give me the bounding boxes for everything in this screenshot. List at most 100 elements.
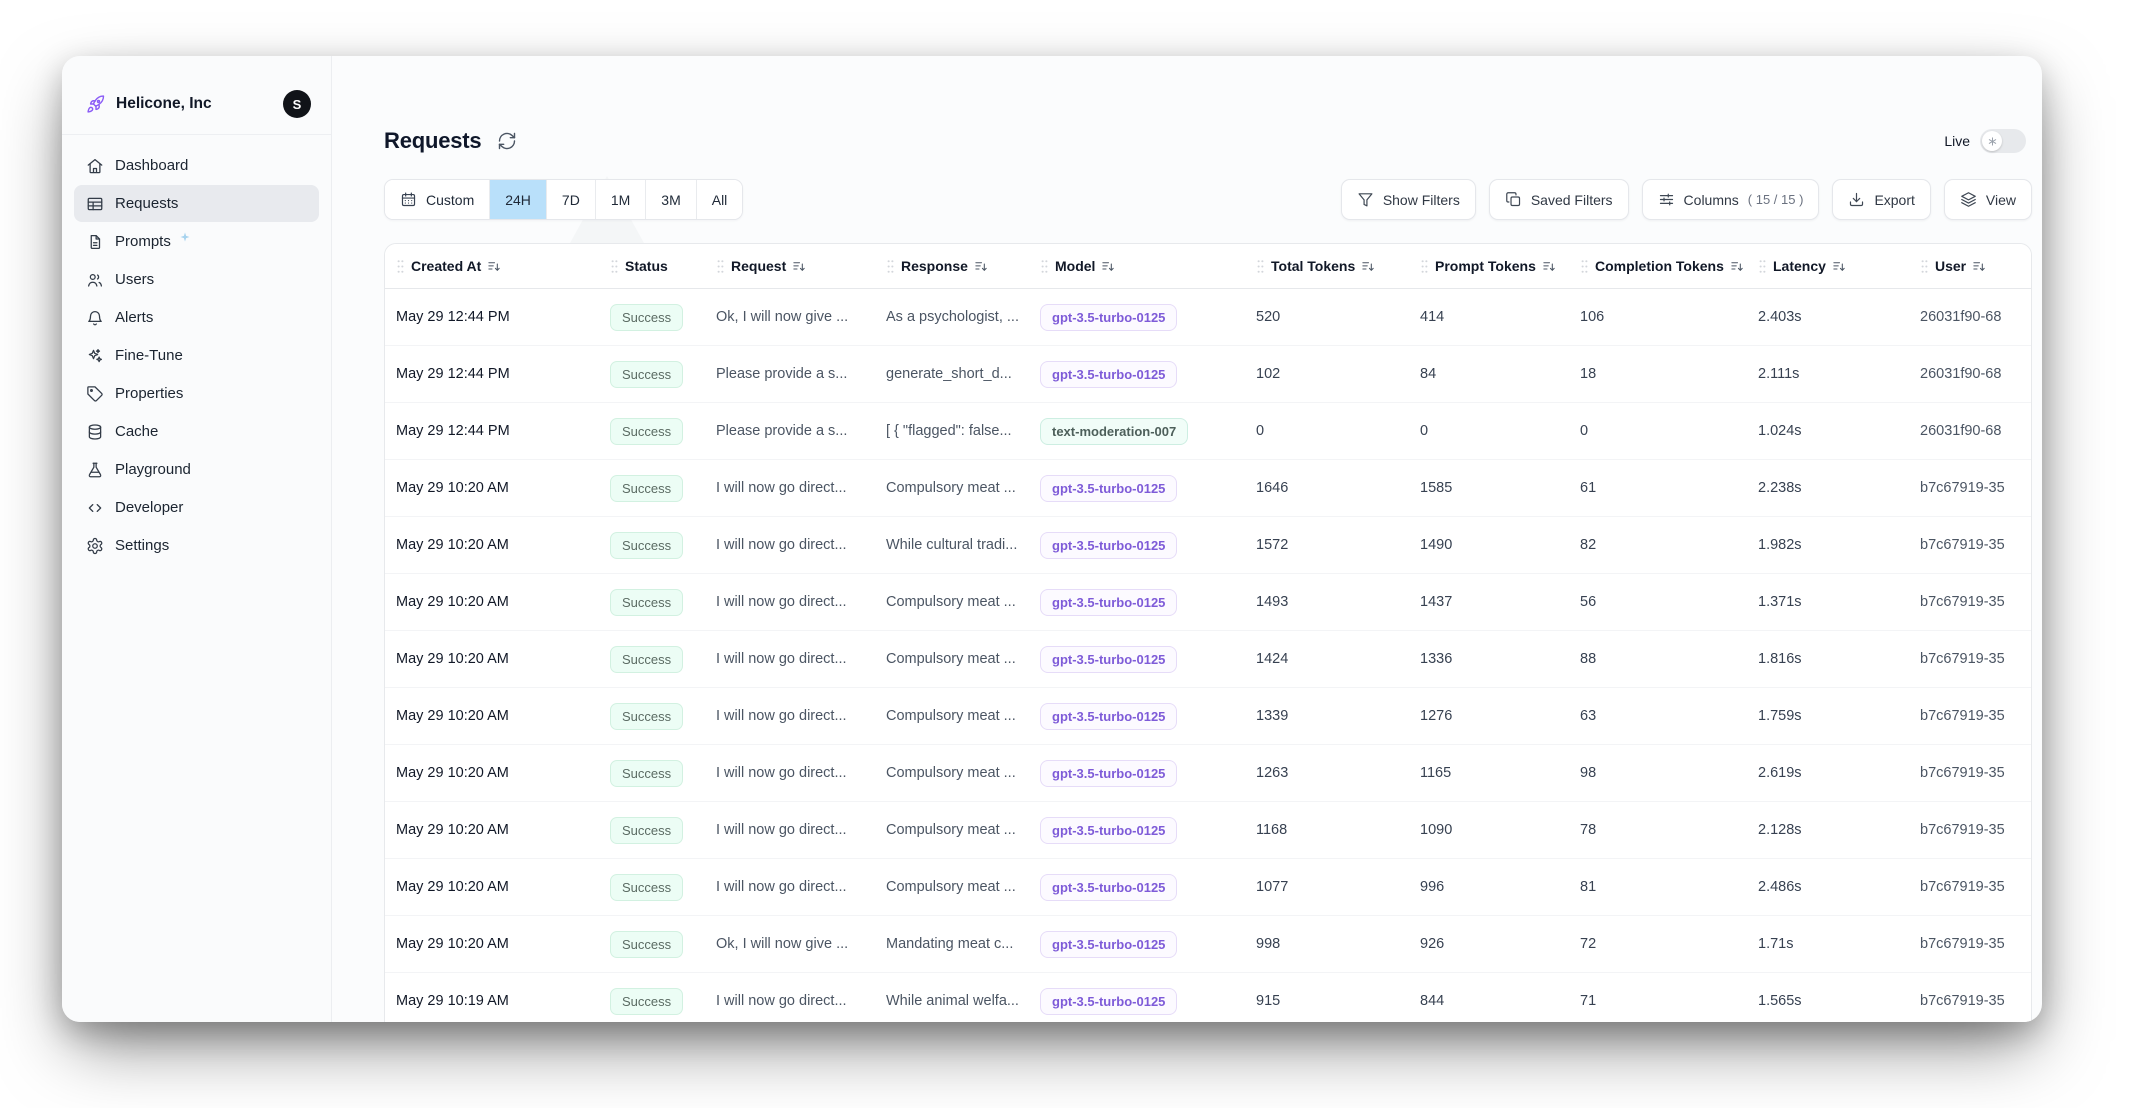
cell-prompt_tokens: 414 <box>1409 309 1569 325</box>
table-row[interactable]: May 29 10:20 AMSuccessI will now go dire… <box>385 859 2031 916</box>
cell-status: Success <box>599 874 705 901</box>
column-header-response[interactable]: Response <box>875 258 1029 274</box>
status-badge: Success <box>610 931 683 958</box>
cell-response: Compulsory meat ... <box>875 879 1029 895</box>
cell-user: b7c67919-35 <box>1909 708 2032 724</box>
cell-response: [ { "flagged": false... <box>875 423 1029 439</box>
column-header-label: Completion Tokens <box>1595 258 1724 274</box>
table-row[interactable]: May 29 10:20 AMSuccessI will now go dire… <box>385 517 2031 574</box>
columns-button[interactable]: Columns( 15 / 15 ) <box>1642 179 1820 220</box>
cell-completion_tokens: 71 <box>1569 993 1747 1009</box>
time-filter-label: 1M <box>611 192 630 208</box>
cell-total_tokens: 520 <box>1245 309 1409 325</box>
column-header-prompt-tokens[interactable]: Prompt Tokens <box>1409 258 1569 274</box>
cell-request: Ok, I will now give ... <box>705 936 875 952</box>
cell-latency: 2.128s <box>1747 822 1909 838</box>
table-row[interactable]: May 29 10:20 AM Success Ok, I will now giv… <box>385 916 2031 973</box>
beaker-icon <box>86 461 104 479</box>
cell-request: I will now go direct... <box>705 480 875 496</box>
view-button[interactable]: View <box>1944 179 2032 220</box>
table-row[interactable]: May 29 10:20 AMSuccessI will now go dire… <box>385 460 2031 517</box>
sidebar-item-alerts[interactable]: Alerts <box>74 299 319 336</box>
show-filters-button[interactable]: Show Filters <box>1341 179 1476 220</box>
drag-icon <box>716 259 725 274</box>
table-row[interactable]: May 29 12:44 PMSuccessOk, I will now giv… <box>385 289 2031 346</box>
cell-model: gpt-3.5-turbo-0125 <box>1029 589 1245 616</box>
sidebar-item-dashboard[interactable]: Dashboard <box>74 147 319 184</box>
sidebar-item-playground[interactable]: Playground <box>74 451 319 488</box>
saved-filters-button[interactable]: Saved Filters <box>1489 179 1629 220</box>
avatar[interactable]: S <box>283 90 311 118</box>
sidebar-item-label: Cache <box>115 423 158 440</box>
column-header-created-at[interactable]: Created At <box>385 258 599 274</box>
sidebar-item-developer[interactable]: Developer <box>74 489 319 526</box>
column-header-status[interactable]: Status <box>599 258 705 274</box>
column-header-model[interactable]: Model <box>1029 258 1245 274</box>
cell-created_at: May 29 10:20 AM <box>385 936 599 952</box>
drag-icon <box>886 259 895 274</box>
sidebar: Helicone, Inc S DashboardRequestsPrompts… <box>62 56 332 1022</box>
org-switcher[interactable]: Helicone, Inc S <box>62 56 331 134</box>
model-badge: gpt-3.5-turbo-0125 <box>1040 874 1177 901</box>
page-header: Requests Live <box>384 124 2032 158</box>
sidebar-item-cache[interactable]: Cache <box>74 413 319 450</box>
column-header-user[interactable]: User <box>1909 258 2032 274</box>
column-header-latency[interactable]: Latency <box>1747 258 1909 274</box>
cell-response: Compulsory meat ... <box>875 594 1029 610</box>
status-badge: Success <box>610 988 683 1015</box>
table-row[interactable]: May 29 10:20 AMSuccessI will now go dire… <box>385 574 2031 631</box>
sidebar-item-properties[interactable]: Properties <box>74 375 319 412</box>
time-filter-all[interactable]: All <box>697 180 743 219</box>
live-toggle[interactable] <box>1980 129 2026 153</box>
drag-icon <box>610 259 619 274</box>
time-filter-custom[interactable]: Custom <box>385 180 490 219</box>
time-filter-label: 7D <box>562 192 580 208</box>
cell-created_at: May 29 10:20 AM <box>385 879 599 895</box>
page-title: Requests <box>384 128 481 154</box>
cell-response: Compulsory meat ... <box>875 480 1029 496</box>
table-row[interactable]: May 29 12:44 PMSuccessPlease provide a s… <box>385 403 2031 460</box>
sort-icon <box>1972 259 1987 274</box>
time-filter-3m[interactable]: 3M <box>646 180 696 219</box>
column-header-request[interactable]: Request <box>705 258 875 274</box>
cell-status: Success <box>599 817 705 844</box>
cell-created_at: May 29 12:44 PM <box>385 423 599 439</box>
status-badge: Success <box>610 418 683 445</box>
model-badge: gpt-3.5-turbo-0125 <box>1040 703 1177 730</box>
model-badge: gpt-3.5-turbo-0125 <box>1040 760 1177 787</box>
table-row[interactable]: May 29 10:20 AMSuccessI will now go dire… <box>385 745 2031 802</box>
column-header-label: Response <box>901 258 968 274</box>
export-button[interactable]: Export <box>1832 179 1930 220</box>
refresh-button[interactable] <box>497 131 517 151</box>
column-header-total-tokens[interactable]: Total Tokens <box>1245 258 1409 274</box>
sidebar-item-users[interactable]: Users <box>74 261 319 298</box>
sidebar-item-fine-tune[interactable]: Fine-Tune <box>74 337 319 374</box>
table-row[interactable]: May 29 10:20 AMSuccessI will now go dire… <box>385 631 2031 688</box>
sidebar-item-prompts[interactable]: Prompts <box>74 223 319 260</box>
cell-total_tokens: 1339 <box>1245 708 1409 724</box>
rocket-icon <box>86 94 106 114</box>
column-header-label: Request <box>731 258 786 274</box>
sidebar-item-requests[interactable]: Requests <box>74 185 319 222</box>
column-header-completion-tokens[interactable]: Completion Tokens <box>1569 258 1747 274</box>
table-header-row: Created AtStatus Request Response ModelTota… <box>385 244 2031 289</box>
requests-table: Created AtStatus Request Response ModelTota… <box>384 243 2032 1022</box>
cell-total_tokens: 1572 <box>1245 537 1409 553</box>
sidebar-item-settings[interactable]: Settings <box>74 527 319 564</box>
sparkle-badge-icon <box>179 231 191 243</box>
cell-response: While cultural tradi... <box>875 537 1029 553</box>
table-row[interactable]: May 29 12:44 PMSuccessPlease provide a s… <box>385 346 2031 403</box>
sidebar-item-label: Playground <box>115 461 191 478</box>
table-row[interactable]: May 29 10:20 AMSuccessI will now go dire… <box>385 688 2031 745</box>
cell-request: I will now go direct... <box>705 993 875 1009</box>
cell-status: Success <box>599 418 705 445</box>
time-filter-1m[interactable]: 1M <box>596 180 646 219</box>
cell-user: b7c67919-35 <box>1909 480 2032 496</box>
time-filter-7d[interactable]: 7D <box>547 180 596 219</box>
table-row[interactable]: May 29 10:20 AMSuccessI will now go dire… <box>385 802 2031 859</box>
time-filter-24h[interactable]: 24H <box>490 180 547 219</box>
table-row[interactable]: May 29 10:19 AMSuccessI will now go dire… <box>385 973 2031 1022</box>
live-toggle-knob <box>1982 131 2002 151</box>
cell-prompt_tokens: 1336 <box>1409 651 1569 667</box>
cell-total_tokens: 1424 <box>1245 651 1409 667</box>
